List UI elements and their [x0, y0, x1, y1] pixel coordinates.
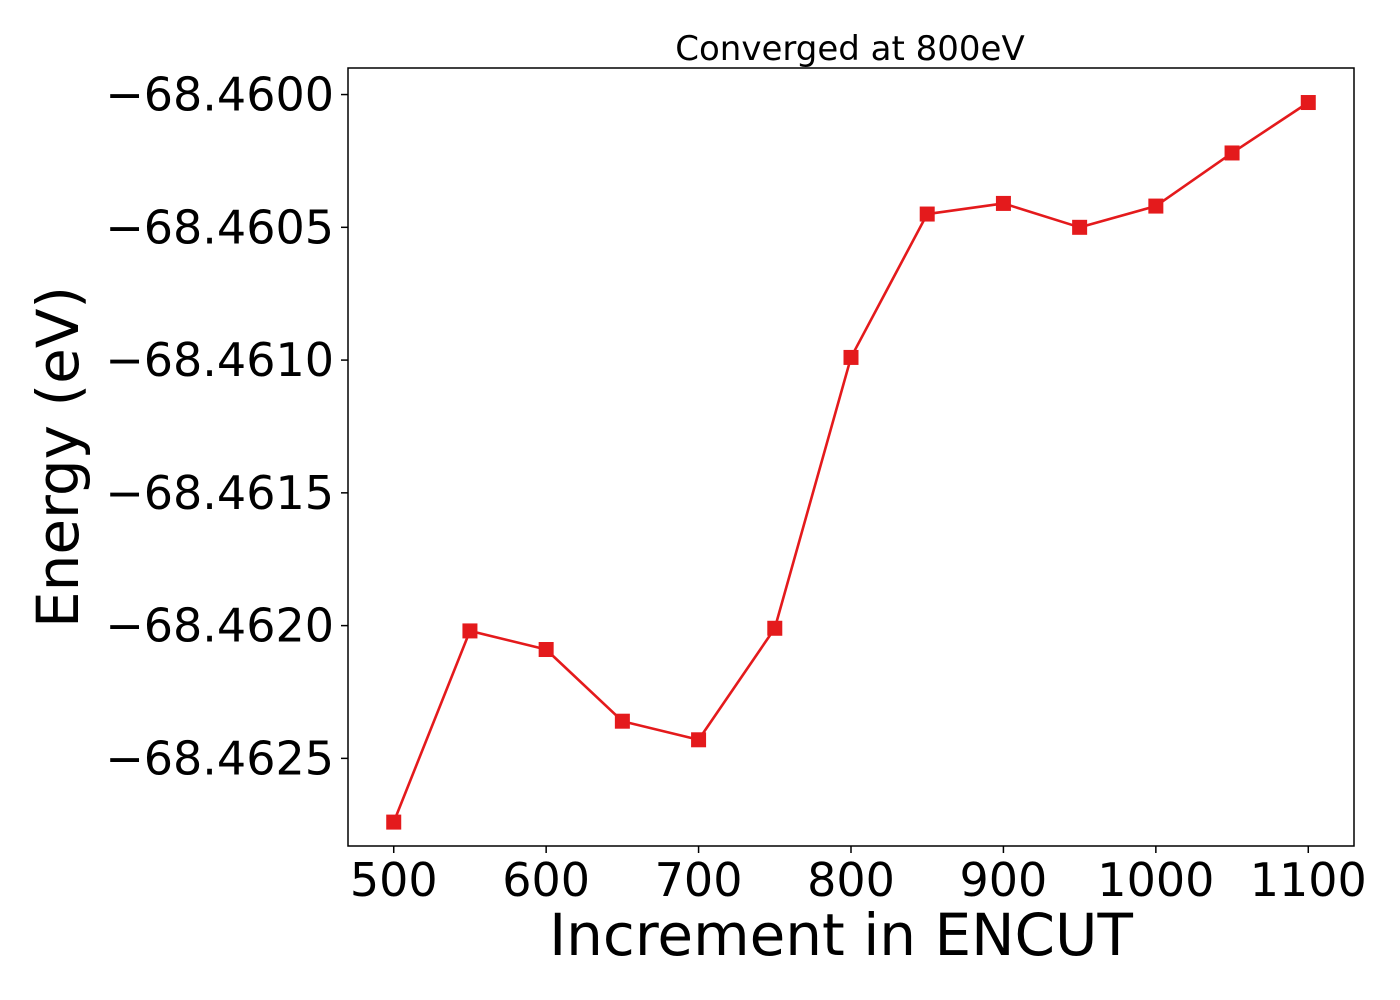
y-axis-ticks: −68.4600 −68.4605 −68.4610 −68.4615 −68.4620…	[105, 68, 348, 785]
y-tick-label: −68.4610	[105, 333, 334, 387]
data-point-marker	[919, 206, 935, 222]
data-point-marker	[767, 620, 783, 636]
data-point-marker	[1148, 198, 1164, 214]
data-point-marker	[386, 814, 402, 830]
x-tick-label: 700	[655, 853, 743, 907]
x-tick-label: 600	[502, 853, 590, 907]
y-axis-label: Energy (eV)	[24, 286, 92, 628]
data-point-marker	[691, 732, 707, 748]
data-point-marker	[995, 195, 1011, 211]
x-tick-label: 1100	[1250, 853, 1367, 907]
y-tick-label: −68.4605	[105, 200, 334, 254]
x-tick-label: 900	[960, 853, 1048, 907]
series-line	[392, 101, 1309, 823]
data-point-marker	[1300, 95, 1316, 111]
data-point-marker	[462, 623, 478, 639]
data-point-marker	[1072, 219, 1088, 235]
x-tick-label: 800	[807, 853, 895, 907]
plot-area-frame	[347, 67, 1355, 847]
data-point-marker	[538, 642, 554, 658]
x-axis-ticks: 500 600 700 800 900 1000 1100	[350, 846, 1367, 907]
x-axis-label: Increment in ENCUT	[549, 901, 1133, 969]
y-tick-label: −68.4625	[105, 731, 334, 785]
data-point-marker	[1224, 145, 1240, 161]
series-layer	[386, 95, 1316, 830]
y-tick-label: −68.4620	[105, 599, 334, 653]
chart-title: Converged at 800eV	[675, 29, 1024, 69]
data-point-marker	[614, 713, 630, 729]
x-tick-label: 1000	[1097, 853, 1214, 907]
x-tick-label: 500	[350, 853, 438, 907]
data-point-marker	[843, 349, 859, 365]
y-tick-label: −68.4600	[105, 68, 334, 122]
y-tick-label: −68.4615	[105, 466, 334, 520]
